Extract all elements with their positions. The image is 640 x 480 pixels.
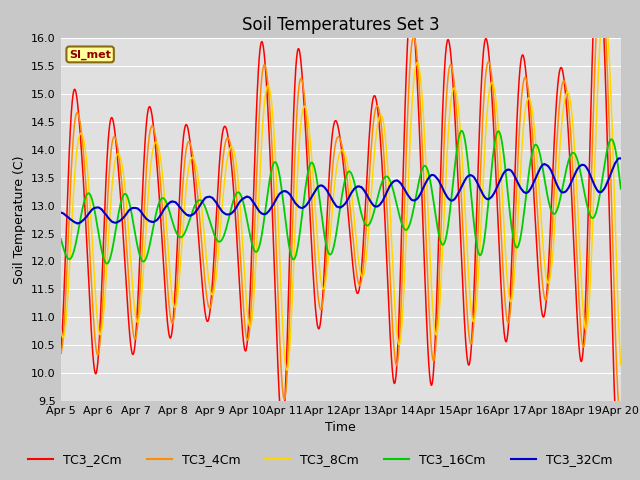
Title: Soil Temperatures Set 3: Soil Temperatures Set 3	[242, 16, 440, 34]
X-axis label: Time: Time	[325, 421, 356, 434]
Y-axis label: Soil Temperature (C): Soil Temperature (C)	[13, 156, 26, 284]
Text: SI_met: SI_met	[69, 49, 111, 60]
Legend: TC3_2Cm, TC3_4Cm, TC3_8Cm, TC3_16Cm, TC3_32Cm: TC3_2Cm, TC3_4Cm, TC3_8Cm, TC3_16Cm, TC3…	[23, 448, 617, 471]
